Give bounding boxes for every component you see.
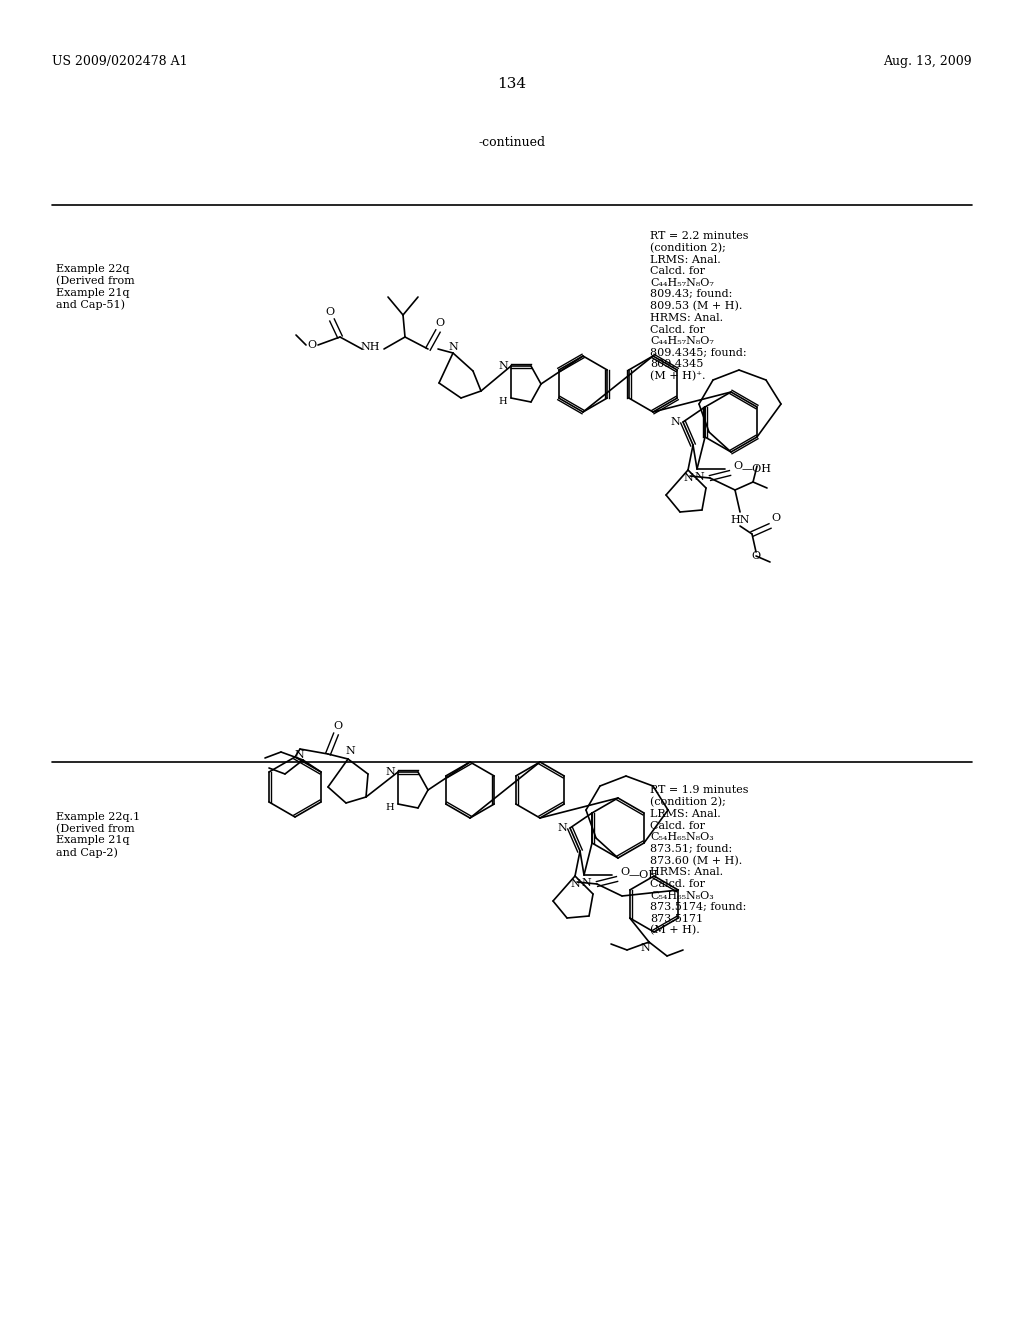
Text: N: N xyxy=(670,417,680,426)
Text: O: O xyxy=(733,461,742,471)
Text: N: N xyxy=(683,473,693,483)
Text: —OH: —OH xyxy=(741,465,771,474)
Text: N: N xyxy=(570,879,580,888)
Text: Example 22q.1
(Derived from
Example 21q
and Cap-2): Example 22q.1 (Derived from Example 21q … xyxy=(56,812,140,858)
Text: O: O xyxy=(621,867,630,876)
Text: N: N xyxy=(694,473,703,482)
Text: N: N xyxy=(449,342,458,352)
Text: O: O xyxy=(752,550,761,561)
Text: O: O xyxy=(435,318,444,327)
Text: RT = 2.2 minutes
(condition 2);
LRMS: Anal.
Calcd. for
C₄₄H₅₇N₈O₇
809.43; found:: RT = 2.2 minutes (condition 2); LRMS: An… xyxy=(650,231,749,381)
Text: —OH: —OH xyxy=(628,870,658,880)
Text: O: O xyxy=(771,513,780,523)
Text: -continued: -continued xyxy=(478,136,546,149)
Text: N: N xyxy=(557,822,567,833)
Text: H: H xyxy=(499,397,507,407)
Text: N: N xyxy=(582,878,591,888)
Text: Example 22q
(Derived from
Example 21q
and Cap-51): Example 22q (Derived from Example 21q an… xyxy=(56,264,135,310)
Text: O: O xyxy=(326,308,335,317)
Text: RT = 1.9 minutes
(condition 2);
LRMS: Anal.
Calcd. for
C₅₄H₆₅N₈O₃
873.51; found:: RT = 1.9 minutes (condition 2); LRMS: An… xyxy=(650,785,749,936)
Text: O: O xyxy=(307,341,316,350)
Text: N: N xyxy=(294,750,304,760)
Text: H: H xyxy=(386,804,394,813)
Text: Aug. 13, 2009: Aug. 13, 2009 xyxy=(884,55,972,69)
Text: 134: 134 xyxy=(498,77,526,91)
Text: N: N xyxy=(345,746,355,756)
Text: HN: HN xyxy=(730,515,750,525)
Text: O: O xyxy=(334,721,343,731)
Text: N: N xyxy=(498,360,508,371)
Text: NH: NH xyxy=(360,342,380,352)
Text: US 2009/0202478 A1: US 2009/0202478 A1 xyxy=(52,55,187,69)
Text: N: N xyxy=(385,767,395,777)
Text: N: N xyxy=(640,942,650,953)
